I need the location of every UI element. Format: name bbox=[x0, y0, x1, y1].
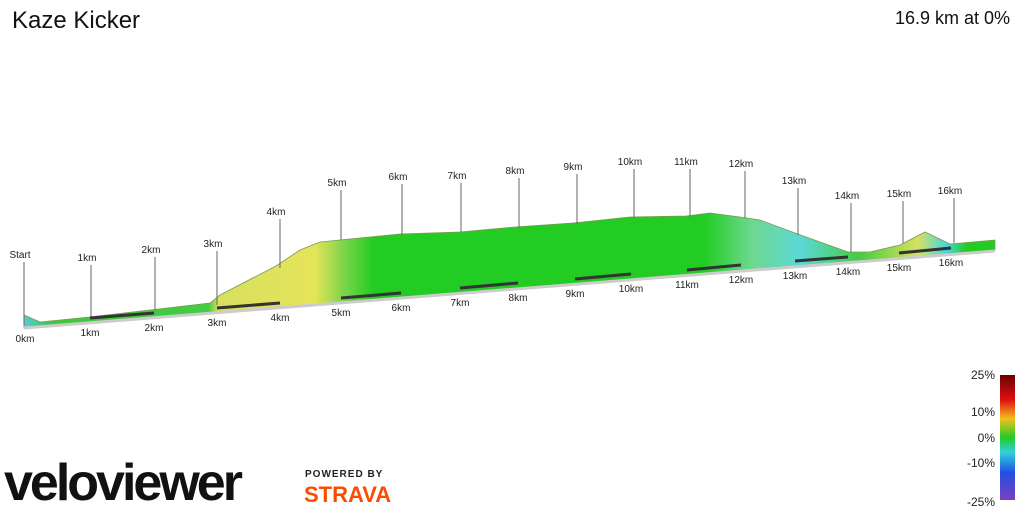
marker-label: 10km bbox=[618, 157, 642, 168]
marker-label: 9km bbox=[564, 162, 583, 173]
markers: Start 1km 2km 3km 4km 5km 6km 7km 8km 9km 10km 11km… bbox=[9, 157, 963, 345]
distance-label: 0km bbox=[16, 334, 35, 345]
marker-label: 6km bbox=[389, 172, 408, 183]
title: Kaze Kicker bbox=[12, 7, 140, 34]
km-band bbox=[574, 272, 632, 281]
marker-label: 8km bbox=[506, 166, 525, 177]
km-band bbox=[216, 301, 281, 310]
legend-label: -10% bbox=[967, 456, 995, 470]
km-band bbox=[794, 255, 849, 263]
distance-label: 3km bbox=[208, 318, 227, 329]
marker-label: 2km bbox=[142, 245, 161, 256]
marker-label: 1km bbox=[78, 253, 97, 264]
distance-label: 9km bbox=[566, 289, 585, 300]
legend-label: 0% bbox=[978, 431, 996, 445]
distance-label: 5km bbox=[332, 308, 351, 319]
marker-label: 13km bbox=[782, 176, 806, 187]
marker-label: 16km bbox=[938, 186, 962, 197]
km-band bbox=[459, 281, 519, 290]
distance-label: 14km bbox=[836, 267, 860, 278]
distance-label: 12km bbox=[729, 275, 753, 286]
gradient-scale bbox=[1000, 375, 1015, 500]
distance-label: 7km bbox=[451, 298, 470, 309]
legend-label: 25% bbox=[971, 368, 995, 382]
distance-label: 4km bbox=[271, 313, 290, 324]
km-band bbox=[686, 263, 742, 272]
powered-by: POWERED BY bbox=[305, 469, 383, 480]
marker-label: 3km bbox=[204, 239, 223, 250]
distance-label: 10km bbox=[619, 284, 643, 295]
strava: STRAVA bbox=[304, 482, 391, 507]
logo: veloviewer bbox=[4, 454, 243, 512]
distance-label: 6km bbox=[392, 303, 411, 314]
summary: 16.9 km at 0% bbox=[895, 8, 1010, 28]
distance-label: 11km bbox=[675, 280, 699, 291]
marker-label: 11km bbox=[674, 157, 698, 168]
km-band bbox=[340, 291, 402, 300]
km-band bbox=[898, 246, 952, 255]
marker-label: 14km bbox=[835, 191, 859, 202]
distance-label: 1km bbox=[81, 328, 100, 339]
distance-label: 2km bbox=[145, 323, 164, 334]
marker-label: 4km bbox=[267, 207, 286, 218]
marker-label: 7km bbox=[448, 171, 467, 182]
distance-label: 15km bbox=[887, 263, 911, 274]
marker-label: 5km bbox=[328, 178, 347, 189]
legend: 25% 10% 0% -10% -25% bbox=[967, 368, 995, 509]
profile-base bbox=[23, 249, 996, 330]
legend-label: 10% bbox=[971, 405, 995, 419]
km-band bbox=[89, 311, 155, 320]
marker-label: 12km bbox=[729, 159, 753, 170]
legend-label: -25% bbox=[967, 495, 995, 509]
distance-label: 13km bbox=[783, 271, 807, 282]
distance-label: 8km bbox=[509, 293, 528, 304]
distance-label: 16km bbox=[939, 258, 963, 269]
marker-label: Start bbox=[9, 250, 30, 261]
marker-label: 15km bbox=[887, 189, 911, 200]
